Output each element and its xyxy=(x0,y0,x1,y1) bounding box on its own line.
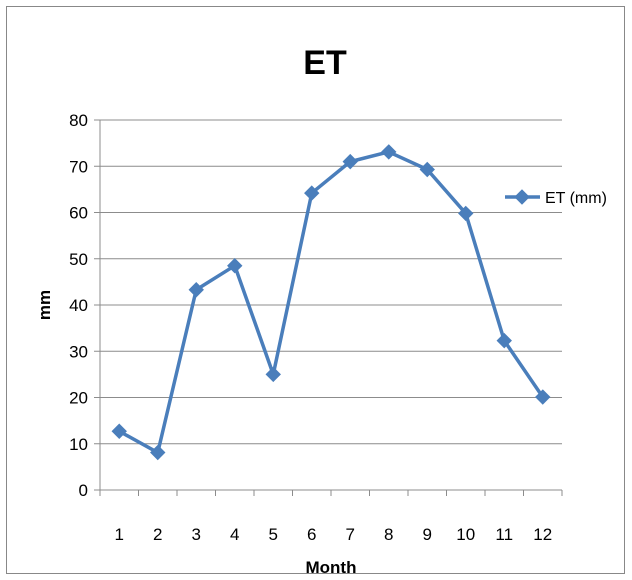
legend: ET (mm) xyxy=(505,189,607,207)
data-point xyxy=(227,257,243,274)
data-point xyxy=(419,161,435,178)
series-line xyxy=(118,150,545,455)
x-tick-label: 9 xyxy=(423,525,432,544)
data-point xyxy=(381,144,397,160)
data-point xyxy=(111,423,127,439)
data-point xyxy=(188,282,204,298)
chart-frame xyxy=(6,6,625,574)
legend-marker xyxy=(514,189,530,205)
series-group xyxy=(111,144,551,461)
x-tick-label: 6 xyxy=(307,525,316,544)
y-tick-label: 80 xyxy=(69,111,88,130)
y-axis-title: mm xyxy=(35,290,54,320)
gridlines xyxy=(100,119,562,445)
data-point xyxy=(265,366,281,383)
x-tick-label: 4 xyxy=(230,525,239,544)
data-point xyxy=(304,185,320,201)
y-tick-label: 70 xyxy=(69,157,88,176)
x-axis-title: Month xyxy=(306,558,357,577)
x-tick-label: 3 xyxy=(192,525,201,544)
x-tick-label: 12 xyxy=(533,525,552,544)
x-tick-label: 5 xyxy=(269,525,278,544)
x-tick-label: 10 xyxy=(456,525,475,544)
legend-label: ET (mm) xyxy=(545,190,607,207)
y-tick-label: 60 xyxy=(69,204,88,223)
x-tick-label: 8 xyxy=(384,525,393,544)
y-tick-label: 30 xyxy=(69,342,88,361)
x-tick-label: 1 xyxy=(115,525,124,544)
x-tick-label: 11 xyxy=(495,525,513,544)
y-tick-label: 50 xyxy=(69,250,88,269)
y-tick-label: 40 xyxy=(69,296,88,315)
y-tick-label: 0 xyxy=(79,481,88,500)
axes xyxy=(94,119,563,496)
data-point xyxy=(496,332,512,349)
data-point xyxy=(535,389,551,405)
data-point xyxy=(342,153,358,170)
chart-title: ET xyxy=(303,44,347,82)
y-tick-labels: 0 10 20 30 40 50 60 70 80 xyxy=(69,111,88,500)
y-tick-label: 20 xyxy=(69,389,88,408)
data-point xyxy=(458,205,474,222)
x-tick-labels: 1 2 3 4 5 6 7 8 9 10 11 12 xyxy=(115,525,553,544)
x-tick-label: 2 xyxy=(153,525,162,544)
x-tick-label: 7 xyxy=(346,525,355,544)
y-tick-label: 10 xyxy=(69,435,88,454)
data-point xyxy=(150,444,166,461)
